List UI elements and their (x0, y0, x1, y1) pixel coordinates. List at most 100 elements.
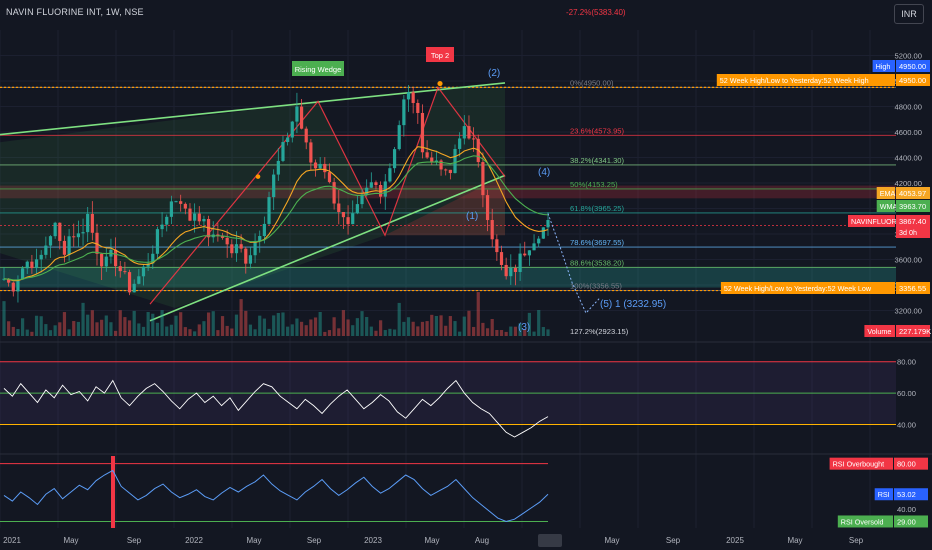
candle-body (518, 253, 522, 272)
candle-body (527, 250, 532, 256)
volume-bar (286, 326, 290, 336)
fib-label: 100%(3356.55) (570, 282, 622, 291)
volume-bar (476, 292, 480, 336)
price-axis-tick: 4400.00 (895, 154, 922, 163)
candle-body (216, 234, 220, 236)
volume-bar (67, 329, 71, 336)
volume-bar (179, 312, 183, 336)
wave-1-label: (1) (466, 211, 478, 222)
fib-label: 127.2%(2923.15) (570, 327, 629, 336)
candle-body (127, 272, 132, 293)
price-tag-value-bg (896, 215, 930, 227)
fib-label: 61.8%(3965.25) (570, 204, 625, 213)
volume-bar (2, 301, 6, 336)
volume-bar (346, 319, 350, 336)
volume-bar (532, 331, 536, 336)
volume-bar (95, 322, 99, 336)
volume-bar (123, 317, 127, 336)
volume-bar (360, 311, 364, 336)
currency-button[interactable]: INR (894, 4, 924, 24)
candle-body (286, 137, 290, 143)
volume-bar (262, 318, 266, 336)
volume-bar (155, 322, 160, 336)
volume-bar (146, 312, 150, 336)
candle-body (132, 283, 136, 293)
time-axis-tick: 2022 (185, 536, 203, 545)
candle-body (499, 252, 504, 265)
price-tag-value-bg (896, 282, 930, 294)
volume-bar (30, 331, 34, 336)
candle-body (253, 241, 257, 256)
candle-body (244, 248, 248, 264)
volume-bar (430, 314, 434, 336)
candle-body (411, 92, 415, 103)
volume-bar (248, 324, 253, 336)
volume-bar (299, 321, 304, 336)
volume-bar (7, 321, 11, 336)
price-tag-value-bg (896, 74, 930, 86)
volume-bar (388, 328, 392, 336)
candle-body (174, 201, 178, 203)
volume-bar (341, 310, 346, 336)
price-tag-value: 227.179K (899, 327, 931, 336)
volume-bar (211, 311, 215, 336)
wedge-lower-line (149, 174, 506, 322)
wave-2-label: (2) (488, 68, 500, 79)
candle-body (155, 229, 160, 254)
rsi-tag-value-bg (894, 457, 928, 470)
support-zone (0, 267, 896, 288)
wedge-fill-right (385, 87, 505, 236)
price-tag-label-bg (872, 60, 895, 72)
top2-tag: Top 2 (431, 51, 449, 60)
candle-body (118, 266, 122, 272)
candle-body (276, 160, 280, 175)
time-axis-tick: 2025 (726, 536, 744, 545)
osc-axis-tick: 40.00 (897, 420, 916, 429)
candle-body (532, 243, 536, 251)
time-axis-tick: May (424, 536, 439, 545)
volume-bar (406, 317, 411, 336)
volume-bar (541, 327, 545, 336)
top2-tag-bg (426, 47, 454, 62)
volume-bar (365, 317, 369, 336)
volume-bar (379, 320, 383, 336)
price-tag-value: 4950.00 (899, 62, 926, 71)
candle-body (290, 121, 294, 138)
volume-bar (160, 310, 164, 336)
volume-bar (313, 317, 318, 336)
volume-bar (402, 321, 406, 336)
signal-dot (255, 174, 261, 179)
rsi-tag-value-bg (894, 515, 928, 528)
price-tag-label: 52 Week High/Low to Yesterday:52 Week Lo… (724, 284, 872, 293)
candle-body (383, 181, 387, 197)
candle-body (388, 168, 392, 182)
price-tag-value-bg (896, 200, 930, 212)
volume-bar (62, 312, 67, 336)
price-tag-label-bg (876, 187, 895, 199)
candle-body (220, 235, 225, 238)
price-tag-label-bg (720, 282, 895, 294)
candle-body (392, 149, 397, 169)
volume-bar (383, 330, 387, 336)
candle-body (304, 128, 308, 143)
candle-body (365, 187, 369, 195)
candle-body (444, 169, 448, 171)
candle-body (230, 244, 234, 254)
volume-bar (304, 325, 308, 336)
candle-body (48, 236, 53, 246)
price-tag-label: NAVINFLUOR (851, 217, 897, 226)
candle-body (239, 244, 243, 249)
volume-bar (11, 326, 15, 336)
fib-label: 38.2%(4341.30) (570, 156, 625, 165)
candle-body (406, 92, 411, 100)
candle-body (137, 276, 141, 284)
time-axis-tick: May (246, 536, 261, 545)
volume-bar (34, 315, 39, 336)
volume-bar (234, 314, 239, 336)
volume-bar (183, 327, 187, 336)
price-tag-value: 4053.97 (899, 189, 926, 198)
candle-body (434, 160, 439, 162)
candle-body (76, 233, 80, 238)
candle-body (141, 266, 146, 277)
